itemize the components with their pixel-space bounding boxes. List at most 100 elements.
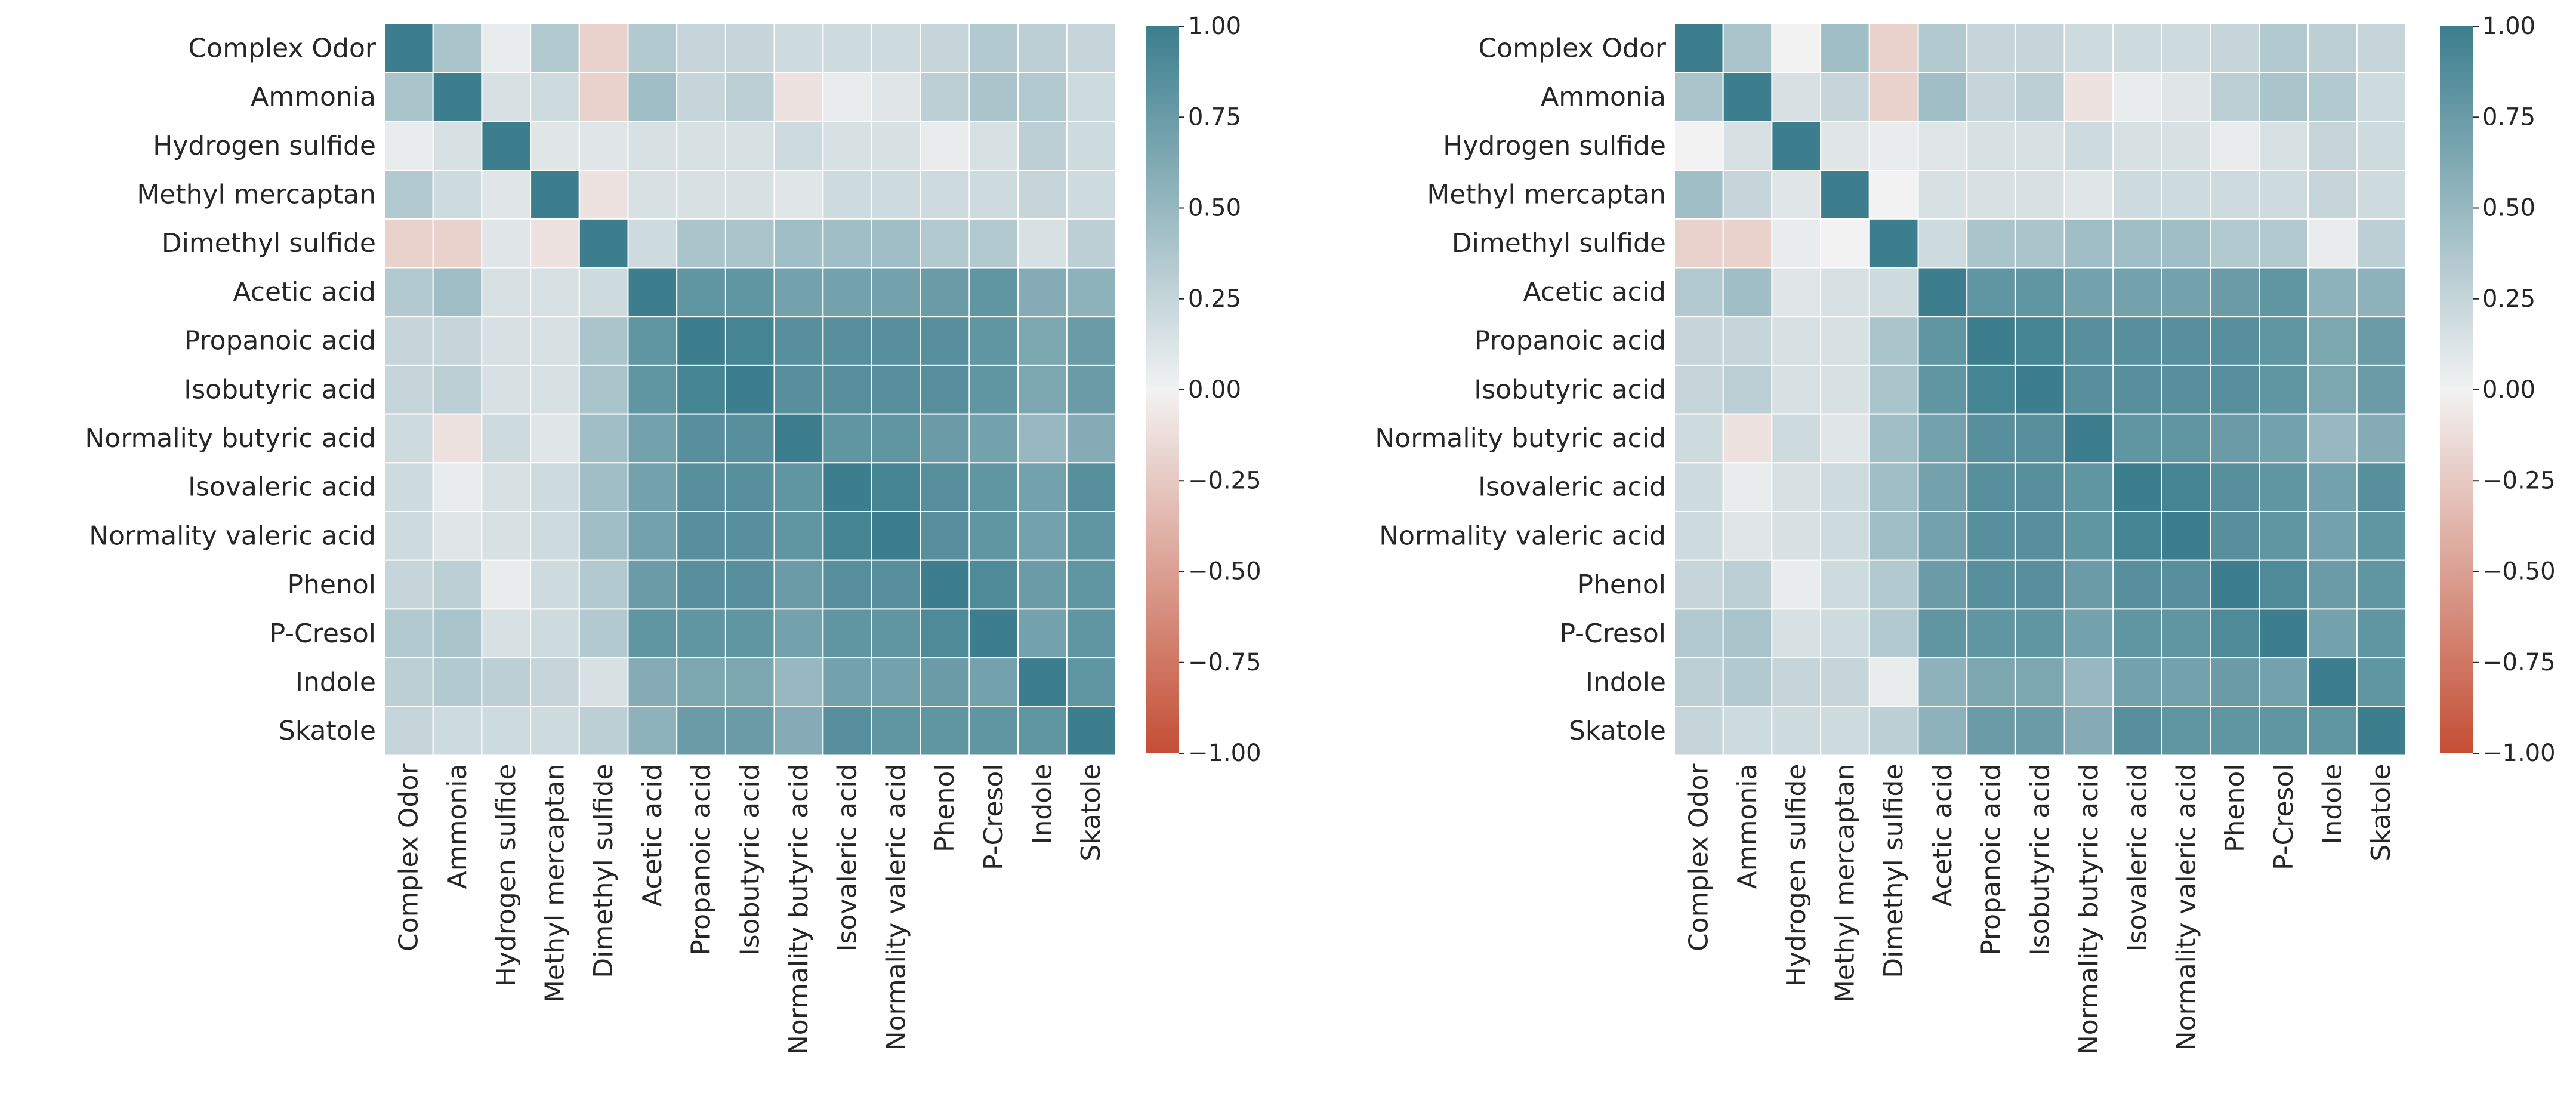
y-tick-label: Ammonia bbox=[1541, 82, 1666, 112]
y-tick-label: Methyl mercaptan bbox=[1427, 179, 1666, 210]
heatmap-cell bbox=[822, 267, 873, 318]
heatmap-cell bbox=[1820, 72, 1870, 122]
y-tick-label: Isobutyric acid bbox=[184, 374, 376, 405]
heatmap-cell bbox=[2161, 413, 2211, 464]
colorbar-tick-label: 0.25 bbox=[1188, 285, 1241, 313]
heatmap-cell bbox=[627, 706, 678, 756]
heatmap-cell bbox=[676, 23, 726, 73]
heatmap-cell bbox=[1917, 559, 1968, 610]
heatmap-cell bbox=[822, 364, 873, 415]
heatmap-cell bbox=[1771, 462, 1822, 512]
heatmap-cell bbox=[822, 511, 873, 561]
colorbar-tick-label: 1.00 bbox=[2482, 13, 2535, 40]
heatmap-cell bbox=[481, 267, 532, 318]
heatmap-cell bbox=[773, 23, 824, 73]
heatmap-cell bbox=[432, 316, 483, 366]
heatmap-cell bbox=[1966, 413, 2016, 464]
heatmap-cell bbox=[1017, 511, 1068, 561]
heatmap-cell bbox=[968, 170, 1019, 220]
heatmap-cell bbox=[1017, 121, 1068, 171]
heatmap-cell bbox=[871, 413, 921, 464]
x-tick-label: Propanoic acid bbox=[1976, 764, 2007, 956]
heatmap-cell bbox=[2356, 267, 2407, 318]
heatmap-cell bbox=[676, 559, 726, 610]
y-tick-label: Methyl mercaptan bbox=[137, 179, 376, 210]
heatmap-cell bbox=[1722, 23, 1773, 73]
heatmap-cell bbox=[773, 72, 824, 122]
y-tick-label: Normality valeric acid bbox=[89, 520, 376, 551]
heatmap-cell bbox=[1868, 559, 1919, 610]
heatmap-cell bbox=[530, 608, 580, 659]
heatmap-cell bbox=[481, 511, 532, 561]
heatmap-cell bbox=[871, 23, 921, 73]
heatmap-cell bbox=[920, 608, 970, 659]
heatmap-cell bbox=[968, 121, 1019, 171]
heatmap-cell bbox=[578, 121, 629, 171]
heatmap-cell bbox=[1917, 706, 1968, 756]
heatmap-cell bbox=[2356, 511, 2407, 561]
heatmap-cell bbox=[530, 72, 580, 122]
heatmap-cell bbox=[578, 657, 629, 707]
heatmap-cell bbox=[481, 413, 532, 464]
y-tick-label: Propanoic acid bbox=[1474, 326, 1666, 356]
heatmap-cell bbox=[481, 657, 532, 707]
heatmap-cell bbox=[2259, 657, 2309, 707]
heatmap-cell bbox=[920, 121, 970, 171]
y-tick-label: Hydrogen sulfide bbox=[1443, 131, 1666, 161]
heatmap-cell bbox=[773, 267, 824, 318]
heatmap-cell bbox=[2161, 462, 2211, 512]
heatmap-cell bbox=[822, 559, 873, 610]
y-tick-label: Complex Odor bbox=[1478, 33, 1666, 63]
heatmap-cell bbox=[2014, 218, 2065, 269]
heatmap-cell bbox=[1771, 608, 1822, 659]
heatmap-cell bbox=[2161, 72, 2211, 122]
heatmap-cell bbox=[481, 706, 532, 756]
heatmap-cell bbox=[2112, 657, 2163, 707]
heatmap-cell bbox=[627, 364, 678, 415]
heatmap-cell bbox=[2161, 218, 2211, 269]
heatmap-cell bbox=[384, 462, 434, 512]
heatmap-cell bbox=[384, 72, 434, 122]
heatmap-cell bbox=[676, 511, 726, 561]
heatmap-cell bbox=[1017, 364, 1068, 415]
heatmap-cell bbox=[2063, 316, 2114, 366]
heatmap-cell bbox=[676, 316, 726, 366]
heatmap-cell bbox=[530, 559, 580, 610]
heatmap-cell bbox=[2259, 706, 2309, 756]
heatmap-cell bbox=[1066, 218, 1116, 269]
heatmap-cell bbox=[481, 121, 532, 171]
heatmap-cell bbox=[1820, 218, 1870, 269]
heatmap-cell bbox=[1066, 413, 1116, 464]
heatmap-cell bbox=[920, 559, 970, 610]
heatmap-cell bbox=[1868, 462, 1919, 512]
heatmap-cell bbox=[724, 364, 775, 415]
heatmap-cell bbox=[1917, 462, 1968, 512]
heatmap-cell bbox=[676, 608, 726, 659]
heatmap-cell bbox=[578, 267, 629, 318]
heatmap-cell bbox=[871, 462, 921, 512]
y-tick-label: Acetic acid bbox=[233, 277, 376, 307]
heatmap-cell bbox=[2356, 462, 2407, 512]
heatmap-cell bbox=[773, 170, 824, 220]
heatmap-cell bbox=[822, 657, 873, 707]
heatmap-cell bbox=[578, 72, 629, 122]
heatmap-cell bbox=[2210, 413, 2260, 464]
heatmap-cell bbox=[920, 316, 970, 366]
heatmap-cell bbox=[578, 413, 629, 464]
heatmap-cell bbox=[1017, 706, 1068, 756]
heatmap-cell bbox=[1820, 316, 1870, 366]
heatmap-cell bbox=[2307, 706, 2358, 756]
heatmap-cell bbox=[676, 170, 726, 220]
heatmap-cell bbox=[578, 462, 629, 512]
heatmap-cell bbox=[1722, 608, 1773, 659]
heatmap-cell bbox=[2063, 559, 2114, 610]
heatmap-cell bbox=[2259, 559, 2309, 610]
x-tick-label: Normality valeric acid bbox=[881, 764, 911, 1051]
heatmap-cell bbox=[1820, 364, 1870, 415]
heatmap-cell bbox=[920, 72, 970, 122]
heatmap-cell bbox=[773, 316, 824, 366]
heatmap-cell bbox=[2210, 267, 2260, 318]
colorbar bbox=[2440, 26, 2473, 753]
x-tick-label: Isovaleric acid bbox=[832, 764, 863, 952]
heatmap-cell bbox=[1674, 267, 1724, 318]
